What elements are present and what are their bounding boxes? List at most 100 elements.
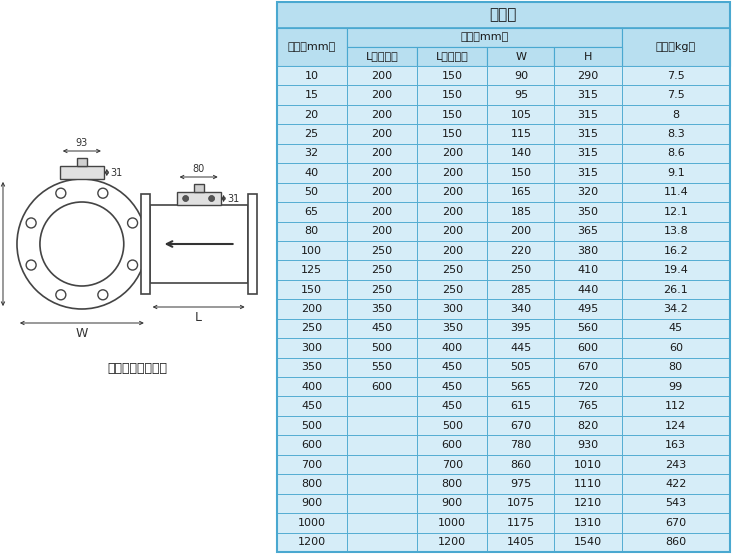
Text: 200: 200 [371,148,392,158]
Text: 220: 220 [510,245,531,256]
Bar [277,28,347,66]
Text: 200: 200 [371,207,392,217]
Text: 765: 765 [578,401,599,411]
Bar [417,105,488,124]
Text: 125: 125 [301,265,322,275]
Bar [488,105,555,124]
Text: 95: 95 [514,90,528,100]
Text: 400: 400 [301,382,322,392]
Bar [176,192,220,205]
Bar [417,143,488,163]
Text: 11.4: 11.4 [663,187,688,197]
Text: 543: 543 [665,499,687,509]
Circle shape [26,218,36,228]
Text: 320: 320 [578,187,599,197]
Bar [621,357,730,377]
Bar [555,163,621,183]
Text: 124: 124 [665,420,687,430]
Bar [488,222,555,241]
Bar [621,532,730,552]
Bar [417,435,488,455]
Bar [488,416,555,435]
Bar [417,474,488,494]
Text: 200: 200 [371,168,392,178]
Text: 450: 450 [371,324,392,334]
Bar [488,319,555,338]
Bar [194,184,203,192]
Text: 315: 315 [578,110,599,120]
Text: 80: 80 [193,164,205,174]
Bar [347,143,417,163]
Bar [277,416,347,435]
Bar [621,66,730,85]
Bar [555,47,621,66]
Text: 600: 600 [441,440,463,450]
Bar [621,435,730,455]
Text: 820: 820 [578,420,599,430]
Bar [277,455,347,474]
Text: 600: 600 [371,382,392,392]
Text: 19.4: 19.4 [663,265,688,275]
Bar [77,158,87,166]
Bar [347,299,417,319]
Text: 860: 860 [510,459,531,470]
Text: 50: 50 [305,187,318,197]
Text: 1200: 1200 [438,537,466,547]
Bar [277,397,347,416]
Text: 500: 500 [441,420,463,430]
Bar [347,260,417,280]
Text: 350: 350 [301,362,322,372]
Text: 410: 410 [578,265,599,275]
Bar [488,124,555,143]
Bar [555,299,621,319]
Bar [277,163,347,183]
Bar [347,377,417,397]
Text: 1010: 1010 [574,459,602,470]
Bar [621,474,730,494]
Text: 505: 505 [510,362,531,372]
Bar [621,222,730,241]
Bar [621,338,730,357]
Text: 380: 380 [578,245,599,256]
Text: 1200: 1200 [298,537,326,547]
Bar [488,183,555,202]
Text: 40: 40 [305,168,318,178]
Text: 720: 720 [578,382,599,392]
Bar [277,260,347,280]
Text: 250: 250 [371,265,392,275]
Text: 90: 90 [514,71,528,81]
Text: 350: 350 [441,324,463,334]
Text: 315: 315 [578,129,599,139]
Text: 350: 350 [371,304,392,314]
Text: H: H [584,52,592,61]
Text: 250: 250 [441,265,463,275]
Bar [555,241,621,260]
Text: 200: 200 [371,187,392,197]
Bar [417,66,488,85]
Text: 65: 65 [305,207,318,217]
Bar [555,143,621,163]
Text: 9.1: 9.1 [667,168,684,178]
Text: 600: 600 [578,343,599,353]
Bar [417,299,488,319]
Bar [488,66,555,85]
Text: 分体式: 分体式 [490,8,517,23]
Bar [417,338,488,357]
Text: 112: 112 [665,401,687,411]
Bar [347,397,417,416]
Text: 1175: 1175 [507,518,535,528]
Text: 200: 200 [441,148,463,158]
Text: 10: 10 [305,71,318,81]
Bar [277,377,347,397]
Text: 200: 200 [441,245,463,256]
Text: 99: 99 [668,382,683,392]
Bar [555,416,621,435]
Text: 975: 975 [510,479,531,489]
Text: 200: 200 [441,168,463,178]
Text: 250: 250 [301,324,322,334]
Bar [621,513,730,532]
Text: 100: 100 [301,245,322,256]
Bar [347,183,417,202]
Text: 1540: 1540 [574,537,602,547]
Text: 500: 500 [371,343,392,353]
